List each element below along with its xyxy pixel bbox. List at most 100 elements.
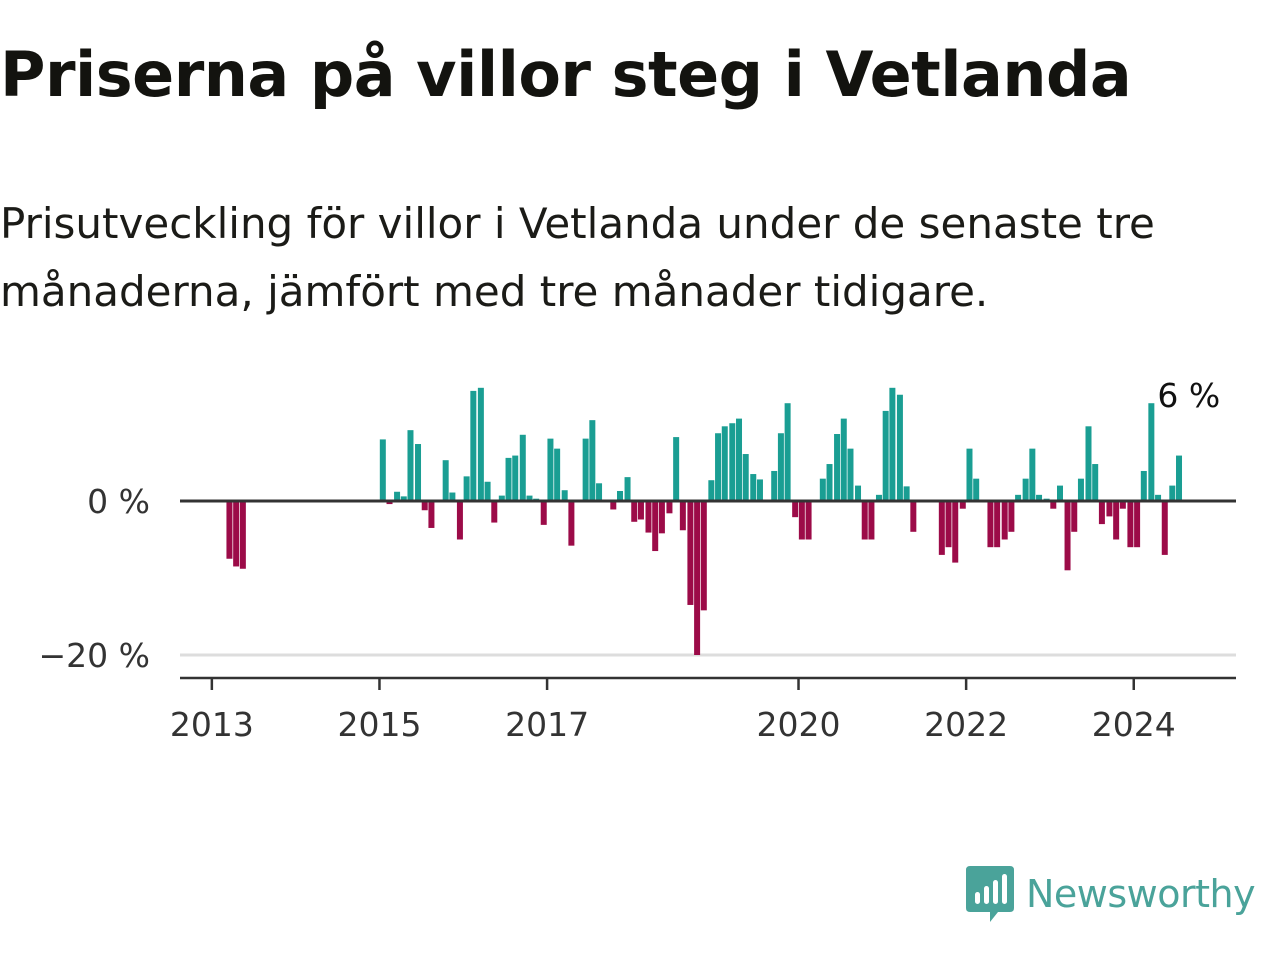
bar [729,423,736,501]
bar-chart: 0 % −20 % 2013 2015 2017 2020 2022 2024 6 % [39,376,1236,744]
bar [868,501,875,540]
bar [498,495,505,501]
bar [484,481,491,501]
chart-title: Priserna på villor steg i Vetlanda [0,38,1132,111]
bar [750,474,757,501]
bar [379,439,386,501]
bar [561,490,568,501]
bar [959,501,966,509]
axes [180,499,1236,690]
bar [624,477,631,501]
bar [756,479,763,501]
bar [442,460,449,501]
bar [519,434,526,501]
bar [742,454,749,501]
bar [658,501,665,534]
bar [966,448,973,501]
bar [777,433,784,501]
bar [679,501,686,531]
bar [938,501,945,555]
bar [1169,485,1176,501]
bar [1071,501,1078,532]
bar [463,476,470,501]
x-tick-label: 2017 [505,705,589,744]
bar [1064,501,1071,571]
bar [421,501,428,511]
bar [470,390,477,501]
bar [973,478,980,501]
bar [805,501,812,540]
bar [652,501,659,552]
bar [1148,403,1155,501]
bar [1113,501,1120,540]
bar [666,501,673,514]
bar [526,495,533,501]
bar [903,486,910,501]
bar [589,420,596,501]
bar [1057,485,1063,501]
bar [1077,478,1084,501]
bar [715,433,722,501]
bar [792,501,799,518]
bar [736,418,743,501]
bar [910,501,917,532]
bar [512,455,519,501]
newsworthy-logo: Newsworthy [964,864,1256,924]
x-tick-label: 2015 [337,705,421,744]
bar [1022,478,1029,501]
bar [700,501,707,611]
bar [945,501,952,548]
bar [1127,501,1134,548]
bar [1140,470,1147,501]
bar [1176,455,1183,501]
bar [1092,464,1099,501]
bar [1106,501,1113,517]
y-tick-label: 0 % [87,482,150,521]
bar [477,387,484,501]
bar [673,437,680,501]
bar [1050,501,1057,509]
x-tick-label: 2024 [1092,705,1176,744]
bar [456,501,463,540]
bar [861,501,868,540]
bar [491,501,498,523]
bar [987,501,994,548]
bar [798,501,805,540]
bar [952,501,959,563]
x-tick-label: 2020 [757,705,841,744]
bar [233,501,240,567]
bar [994,501,1001,548]
bar [1085,426,1092,501]
bar [582,438,589,501]
bar [645,501,652,533]
x-tick-label: 2022 [924,705,1008,744]
bar [386,501,393,505]
bar [694,501,701,655]
y-tick-label: −20 % [39,636,151,675]
bar [1036,494,1043,501]
bar [855,485,862,501]
bar [875,494,882,501]
bar [1015,494,1022,501]
value-annotation: 6 % [1157,376,1220,415]
bar [1155,494,1162,501]
bar [1029,448,1036,501]
bar [547,438,554,501]
brand-name: Newsworthy [1026,872,1256,916]
bar [1008,501,1015,532]
bar [226,501,233,559]
bar [771,470,778,501]
bar [394,491,401,501]
bar [840,418,847,501]
bar [1161,501,1168,555]
bar [610,501,617,510]
bar [400,496,407,501]
bar [596,483,603,501]
bar [505,457,512,501]
bars [226,387,1183,655]
bar [721,426,728,501]
bar [239,501,246,569]
bar [407,430,414,501]
bar [882,410,889,501]
bar [415,444,422,501]
